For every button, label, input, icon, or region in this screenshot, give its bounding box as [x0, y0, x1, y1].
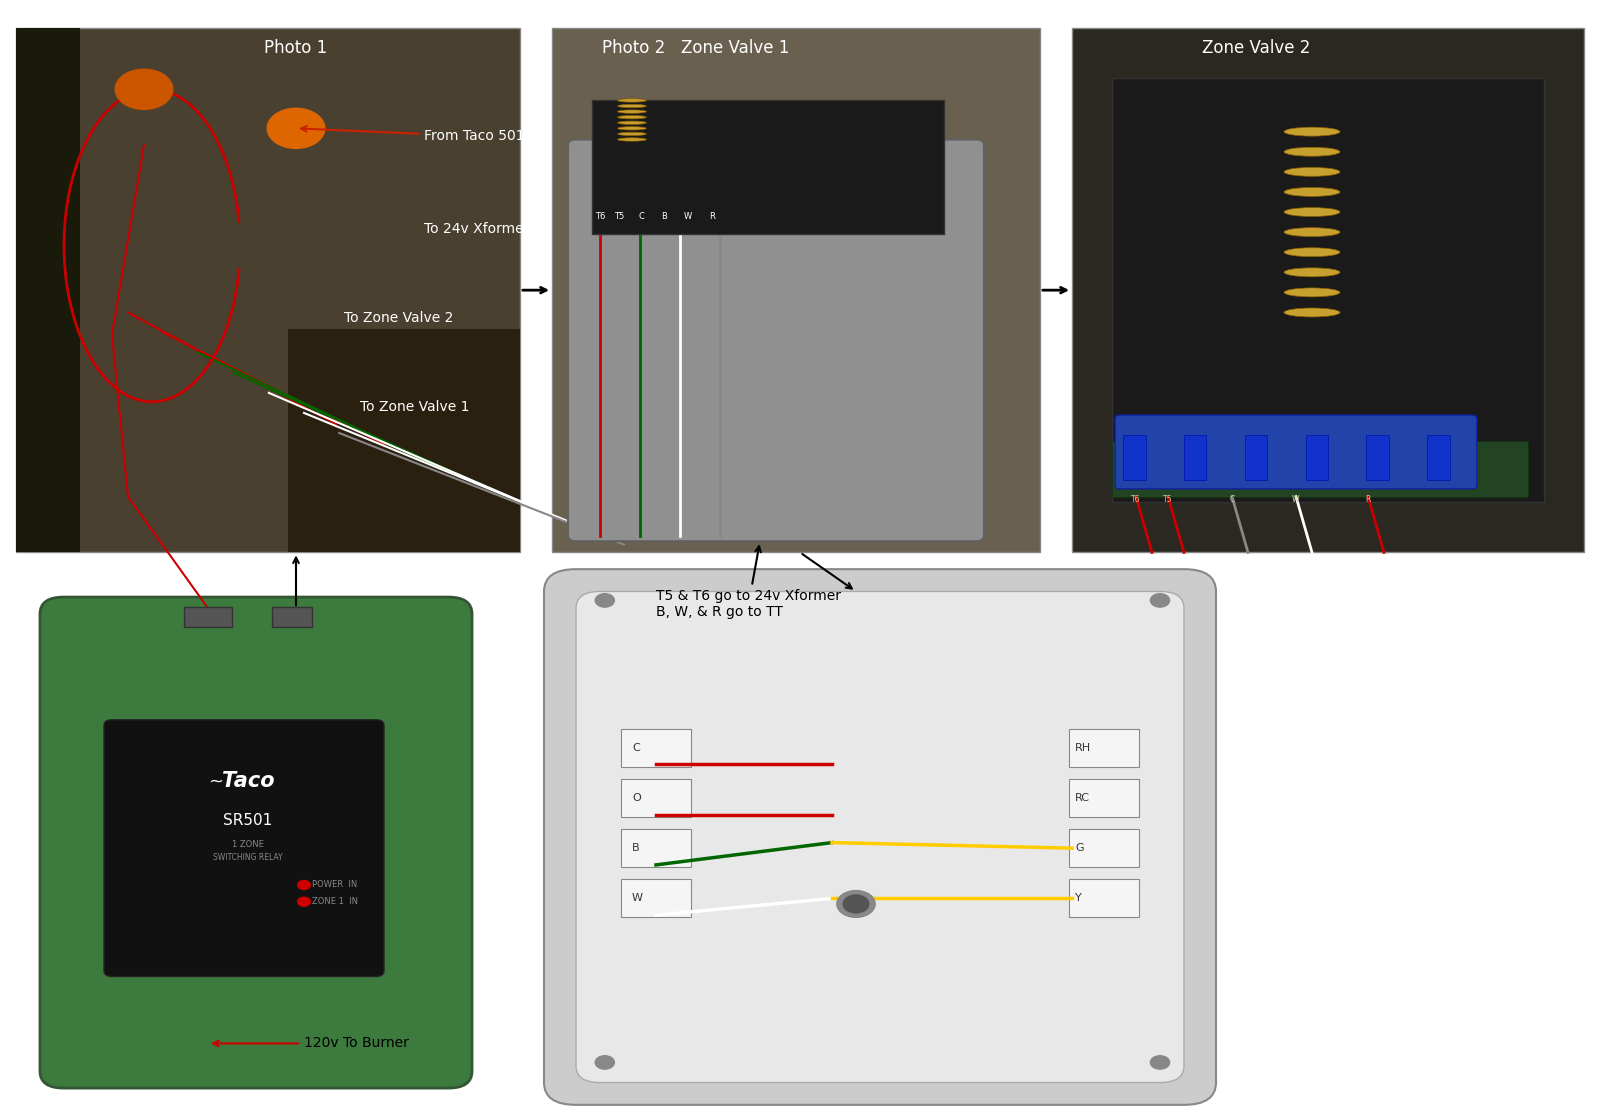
Ellipse shape — [1283, 308, 1341, 317]
FancyBboxPatch shape — [1072, 28, 1584, 552]
Ellipse shape — [1283, 167, 1341, 176]
Text: SWITCHING RELAY: SWITCHING RELAY — [213, 853, 283, 862]
Text: To 24v Xformer: To 24v Xformer — [424, 222, 530, 235]
Text: T6: T6 — [595, 212, 605, 221]
FancyBboxPatch shape — [1069, 729, 1139, 767]
Circle shape — [837, 891, 875, 917]
Circle shape — [1150, 594, 1170, 607]
Text: Y: Y — [1075, 894, 1082, 903]
FancyBboxPatch shape — [544, 569, 1216, 1105]
Ellipse shape — [618, 132, 646, 136]
Text: T5: T5 — [1163, 496, 1173, 504]
Ellipse shape — [1283, 228, 1341, 237]
FancyBboxPatch shape — [1366, 435, 1389, 480]
FancyBboxPatch shape — [621, 779, 691, 817]
Circle shape — [1150, 1056, 1170, 1069]
FancyBboxPatch shape — [576, 591, 1184, 1083]
FancyBboxPatch shape — [272, 607, 312, 627]
FancyBboxPatch shape — [40, 597, 472, 1088]
Ellipse shape — [618, 98, 646, 103]
FancyBboxPatch shape — [16, 28, 80, 552]
Text: 120v To Burner: 120v To Burner — [213, 1037, 410, 1050]
Text: Taco: Taco — [222, 771, 274, 791]
Text: W: W — [683, 212, 693, 221]
Text: RH: RH — [1075, 743, 1091, 752]
FancyBboxPatch shape — [16, 28, 520, 552]
Text: T5: T5 — [614, 212, 624, 221]
Text: RC: RC — [1075, 793, 1090, 802]
FancyBboxPatch shape — [592, 100, 944, 234]
FancyBboxPatch shape — [1123, 435, 1146, 480]
FancyBboxPatch shape — [288, 329, 520, 552]
FancyBboxPatch shape — [1306, 435, 1328, 480]
Circle shape — [115, 69, 173, 109]
Text: R: R — [709, 212, 715, 221]
Circle shape — [843, 895, 869, 913]
Text: Zone Valve 2: Zone Valve 2 — [1202, 39, 1310, 57]
FancyBboxPatch shape — [552, 28, 1040, 552]
Text: C: C — [632, 743, 640, 752]
Text: To Zone Valve 1: To Zone Valve 1 — [360, 401, 469, 414]
FancyBboxPatch shape — [1427, 435, 1450, 480]
FancyBboxPatch shape — [621, 829, 691, 867]
Ellipse shape — [618, 138, 646, 141]
FancyBboxPatch shape — [1184, 435, 1206, 480]
Ellipse shape — [618, 110, 646, 114]
Ellipse shape — [618, 127, 646, 131]
Circle shape — [298, 897, 310, 906]
Text: ZONE 1  IN: ZONE 1 IN — [312, 897, 358, 906]
Text: G: G — [1075, 844, 1083, 853]
Ellipse shape — [618, 115, 646, 118]
Text: SR501: SR501 — [224, 812, 272, 828]
Text: 1 ZONE: 1 ZONE — [232, 840, 264, 849]
Text: R: R — [1365, 496, 1371, 504]
Text: ~: ~ — [208, 772, 224, 790]
FancyBboxPatch shape — [1245, 435, 1267, 480]
FancyBboxPatch shape — [621, 729, 691, 767]
FancyBboxPatch shape — [568, 140, 984, 541]
Text: T5 & T6 go to 24v Xformer
B, W, & R go to TT: T5 & T6 go to 24v Xformer B, W, & R go t… — [656, 547, 842, 619]
Ellipse shape — [1283, 248, 1341, 257]
Ellipse shape — [1283, 187, 1341, 196]
FancyBboxPatch shape — [1069, 829, 1139, 867]
Circle shape — [595, 594, 614, 607]
Ellipse shape — [1283, 268, 1341, 277]
Text: Photo 2   Zone Valve 1: Photo 2 Zone Valve 1 — [602, 39, 790, 57]
Text: Photo 1: Photo 1 — [264, 39, 328, 57]
Text: O: O — [632, 793, 640, 802]
Ellipse shape — [1283, 288, 1341, 297]
Ellipse shape — [618, 105, 646, 107]
FancyBboxPatch shape — [104, 720, 384, 976]
FancyBboxPatch shape — [1069, 879, 1139, 917]
Text: C: C — [638, 212, 645, 221]
Text: W: W — [1293, 496, 1299, 504]
Text: T6: T6 — [1131, 496, 1141, 504]
Text: B: B — [632, 844, 640, 853]
Circle shape — [298, 881, 310, 889]
Ellipse shape — [1283, 127, 1341, 136]
FancyBboxPatch shape — [184, 607, 232, 627]
Text: W: W — [632, 894, 643, 903]
Text: B: B — [661, 212, 667, 221]
Text: C: C — [1229, 496, 1235, 504]
Ellipse shape — [1283, 147, 1341, 156]
Ellipse shape — [618, 122, 646, 124]
FancyBboxPatch shape — [1112, 441, 1528, 497]
Circle shape — [267, 108, 325, 148]
Text: From Taco 501: From Taco 501 — [301, 126, 525, 143]
FancyBboxPatch shape — [1115, 415, 1477, 489]
Text: To Zone Valve 2: To Zone Valve 2 — [344, 311, 453, 325]
FancyBboxPatch shape — [1069, 779, 1139, 817]
Ellipse shape — [1283, 208, 1341, 217]
Text: POWER  IN: POWER IN — [312, 881, 357, 889]
FancyBboxPatch shape — [1112, 78, 1544, 502]
FancyBboxPatch shape — [621, 879, 691, 917]
Circle shape — [595, 1056, 614, 1069]
